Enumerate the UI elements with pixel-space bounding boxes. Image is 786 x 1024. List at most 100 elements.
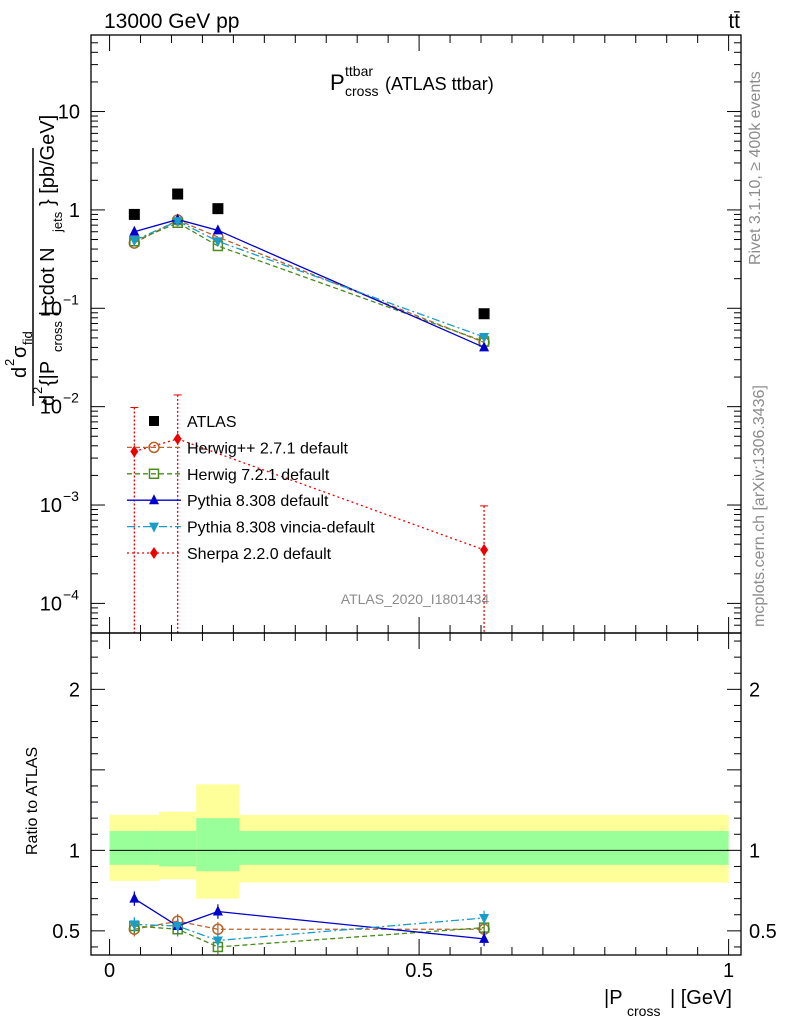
ylabel-d-num: d [9,367,31,378]
legend: ATLAS Herwig++ 2.7.1 default Herwig 7.2.1 … [127,414,375,563]
ratio-series-3 [129,910,490,948]
main-line-Herwig7 [134,222,485,343]
ylabel-exp-num: 2 [2,359,17,366]
legend-entry-Herwig++: Herwig++ 2.7.1 default [127,440,349,457]
main-y-tick-label: 10 [40,298,62,320]
ratio-y-tick-label: 1 [69,840,80,862]
legend-entry-Sherpa: Sherpa 2.2.0 default [127,546,332,563]
main-point-Pythia [129,225,140,236]
main-line-Pythia [134,218,485,349]
ratio-uncertainty-bands [109,784,729,899]
energy-label: 13000 GeV pp [104,10,239,33]
ratio-line-Herwig7 [134,925,485,948]
ratio-plot-marks [128,891,490,955]
legend-label: Herwig++ 2.7.1 default [187,440,349,457]
main-y-tick-label: 1 [69,200,80,222]
main-y-tick-exponent: −2 [63,390,79,406]
ylabel-d-den: d [37,395,59,406]
legend-label: ATLAS [187,414,237,431]
main-y-tick-label: 10 [40,593,62,615]
main-point-Sherpa [480,543,489,556]
ylabel-sigma: σ [9,345,31,358]
main-plot-title: P ttbar cross (ATLAS ttbar) [330,63,494,99]
main-plot-marks [128,188,490,633]
x-tick-label: 0 [104,960,115,982]
main-series-1 [128,214,490,349]
ylabel-brace: {|P [37,361,59,386]
main-y-tick-label: 10 [40,397,62,419]
analysis-watermark: ATLAS_2020_I1801434 [341,591,490,607]
main-frame [90,34,742,634]
main-series-4 [129,217,490,344]
ratio-line-Vincia [134,917,485,942]
ratio-frame [90,632,742,956]
main-series-5 [130,394,489,633]
legend-label: Sherpa 2.2.0 default [187,546,332,563]
ylabel-cross: cross [50,320,65,352]
legend-entry-ATLAS: ATLAS [149,414,237,431]
main-y-axis-label: d 2 σ fid d 2 {|P cross | cdot N jets } … [2,115,65,406]
x-axis-label: |P cross | [GeV] [604,987,732,1019]
main-y-tick-label: 10 [58,102,80,124]
ylabel-jets: jets [50,211,65,233]
main-series-2 [129,217,490,347]
ratio-y-tick-label-right: 1 [749,840,760,862]
legend-marker-Herwig7 [148,468,160,480]
main-point-ATLAS [128,208,140,220]
main-point-Sherpa [173,432,182,445]
ylabel-cdot: | cdot N [37,247,59,316]
main-point-Vincia [212,237,223,248]
main-y-tick-label: 10 [40,495,62,517]
xlabel-main: |P [604,987,623,1009]
legend-marker-Sherpa [150,547,158,559]
ratio-point-Vincia [479,913,490,924]
main-point-ATLAS [478,308,490,320]
main-point-ATLAS [212,203,224,215]
main-line-Herwig++ [134,219,485,343]
main-y-tick-exponent: −1 [63,291,79,307]
rivet-label: Rivet 3.1.10, ≥ 400k events [747,71,764,265]
ratio-y-tick-label-right: 0.5 [749,921,777,943]
x-tick-label: 1 [723,960,734,982]
main-y-tick-exponent: −4 [63,586,79,602]
ratio-point-Vincia [172,922,183,933]
legend-label: Herwig 7.2.1 default [187,467,330,484]
ratio-y-axis-label: Ratio to ATLAS [24,747,41,855]
ratio-band-inner-2 [196,818,240,872]
main-point-Sherpa [130,445,139,458]
ratio-band-inner-0 [109,831,160,865]
ylabel-units: } [pb/GeV] [37,115,59,206]
xlabel-suffix: | [GeV] [670,987,732,1009]
ratio-band-inner-1 [159,831,197,867]
title-suffix: (ATLAS ttbar) [385,74,494,94]
title-main: P [330,70,345,95]
ylabel-exp-den: 2 [30,387,45,394]
main-series-3 [129,213,490,352]
ylabel-fid: fid [20,331,35,345]
main-point-Pythia [212,224,223,235]
ratio-line-Pythia [133,898,485,940]
legend-marker-Vincia [149,522,159,533]
ratio-series-2 [129,891,490,947]
legend-marker-Herwig++ [148,441,160,454]
main-y-tick-exponent: −3 [63,488,79,504]
ratio-point-Pythia [129,892,140,903]
main-series-0 [128,188,490,320]
main-point-Pythia [479,341,490,352]
legend-marker-ATLAS [149,416,159,426]
main-point-Vincia [129,236,140,247]
xlabel-sub: cross [627,1003,660,1019]
ratio-y-tick-label-right: 2 [749,679,760,701]
ratio-y-tick-label: 2 [69,679,80,701]
ratio-point-Pythia [479,932,490,943]
title-sub: cross [345,83,378,99]
main-point-Vincia [172,217,183,228]
process-label: tt̄ [728,10,740,33]
ratio-band-inner-3 [239,831,729,865]
x-tick-label: 0.5 [405,960,433,982]
mcplots-label: mcplots.cern.ch [arXiv:1306.3436] [751,385,768,627]
legend-label: Pythia 8.308 vincia-default [187,520,375,537]
ratio-point-Vincia [129,920,140,931]
main-line-Vincia [134,220,485,338]
legend-label: Pythia 8.308 default [187,493,329,510]
